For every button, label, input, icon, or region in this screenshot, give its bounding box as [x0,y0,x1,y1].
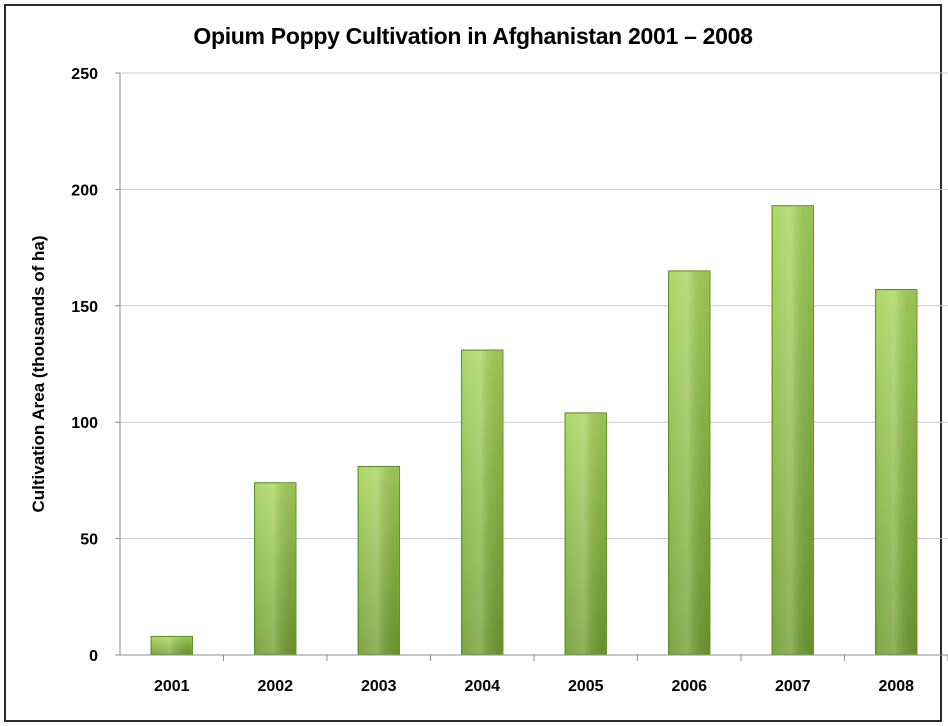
y-axis-label: Cultivation Area (thousands of ha) [29,235,48,512]
x-tick-labels: 2001 2002 2003 2004 2005 2006 2007 2008 [154,678,914,695]
x-tick-label: 2008 [878,678,914,695]
x-tick-label: 2003 [361,678,397,695]
bars [150,205,918,656]
bar-2001 [150,635,193,656]
y-tick-label: 100 [71,415,98,432]
y-tick-label: 150 [71,299,98,316]
x-tick-label: 2005 [568,678,604,695]
chart-title: Opium Poppy Cultivation in Afghanistan 2… [193,23,753,49]
bar-highlight [876,290,916,654]
bar-2003 [357,465,400,656]
bar-highlight [566,413,606,654]
bar-highlight [669,271,709,654]
bar-2007 [771,205,814,656]
bar-2005 [564,412,607,656]
gridlines [120,72,948,540]
x-tick-label: 2007 [775,678,811,695]
x-tick-label: 2004 [464,678,500,695]
bar-2002 [254,482,297,656]
bar-highlight [152,637,192,654]
bar-highlight [359,467,399,654]
x-tick-label: 2006 [671,678,707,695]
bar-highlight [462,351,502,654]
bar-2004 [461,349,504,656]
y-tick-label: 250 [71,66,98,83]
bar-highlight [773,206,813,655]
bar-2008 [875,289,918,656]
bar-2006 [668,270,711,656]
x-tick-label: 2001 [154,678,190,695]
bar-highlight [255,483,295,654]
y-tick-label: 200 [71,182,98,199]
y-tick-label: 50 [80,532,98,549]
y-tick-label: 0 [89,648,98,665]
y-tick-labels: 0 50 100 150 200 250 [71,66,98,665]
x-tick-label: 2002 [257,678,293,695]
axes [115,72,948,661]
